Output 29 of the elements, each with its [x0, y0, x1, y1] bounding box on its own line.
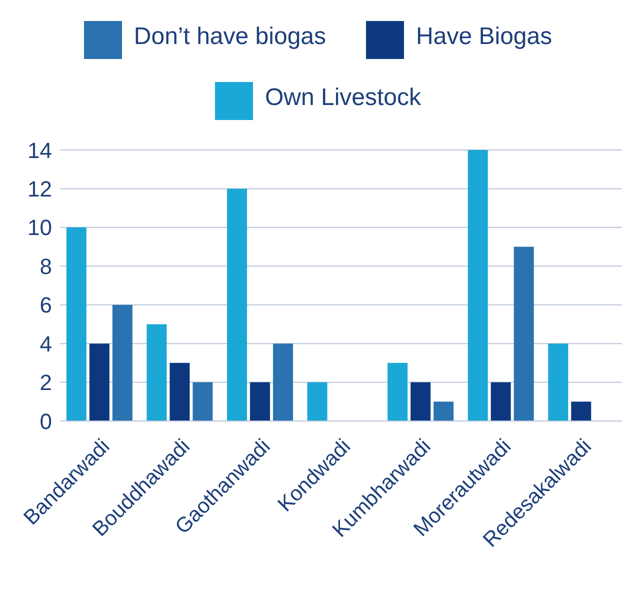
bar	[307, 382, 328, 421]
y-tick-label: 4	[40, 331, 52, 356]
y-tick-label: 8	[40, 254, 52, 279]
bar	[66, 227, 86, 421]
legend-label: Have Biogas	[416, 23, 552, 50]
bar	[571, 402, 592, 421]
y-tick-label: 2	[40, 370, 52, 396]
bar	[192, 382, 213, 421]
y-tick-label: 14	[28, 138, 52, 163]
bar	[112, 304, 132, 421]
bar	[226, 188, 247, 421]
bar	[514, 246, 534, 421]
legend-label: Don’t have biogas	[134, 23, 326, 50]
bar	[490, 382, 511, 421]
bar	[250, 382, 270, 421]
bar	[89, 344, 110, 421]
y-tick-label: 6	[40, 292, 52, 318]
legend-label: Own Livestock	[264, 84, 422, 111]
y-tick-label: 12	[28, 176, 52, 202]
bar	[434, 402, 454, 421]
bar	[410, 382, 431, 421]
bar	[146, 324, 167, 421]
bar	[388, 362, 408, 421]
bar	[170, 362, 190, 421]
bar	[272, 344, 293, 421]
bar	[468, 150, 488, 421]
y-tick-label: 10	[28, 215, 52, 240]
bar	[548, 344, 568, 421]
y-tick-label: 0	[40, 408, 52, 434]
